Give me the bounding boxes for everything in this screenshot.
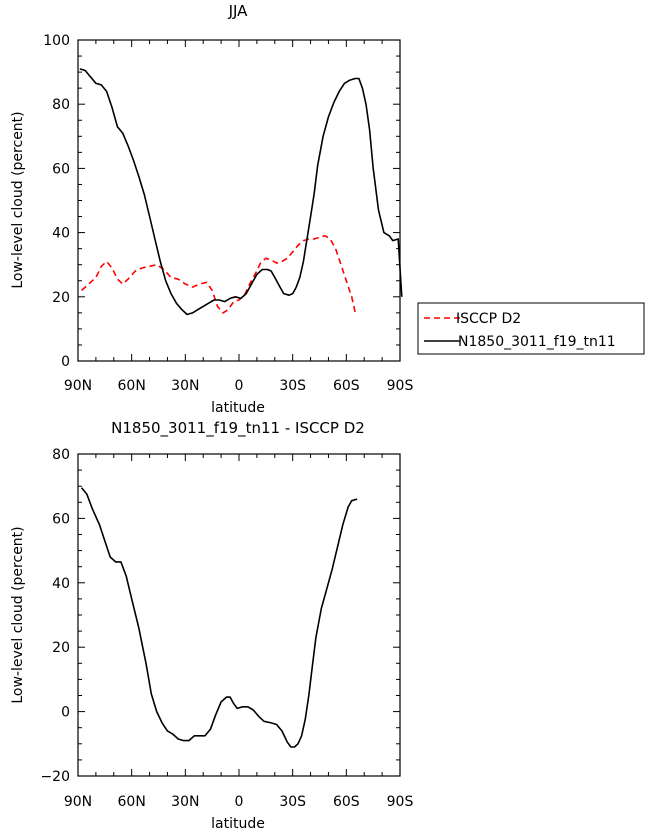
top-x-tick-label: 90S (387, 378, 414, 394)
top-y-tick-labels: 0 20 40 60 80 100 (43, 33, 400, 370)
top-y-tick-label: 60 (52, 161, 70, 177)
bottom-plot-frame (77, 453, 401, 777)
top-x-tick-label: 0 (235, 378, 244, 394)
bottom-series-line-difference (80, 487, 358, 748)
legend: ISCCP D2 N1850_3011_f19_tn11 (417, 302, 645, 355)
bottom-x-axis-label: latitude (211, 816, 265, 832)
top-y-axis-label: Low-level cloud (percent) (10, 111, 26, 288)
bottom-series-lines (80, 487, 358, 748)
bottom-x-tick-label: 90S (387, 794, 414, 810)
top-y-tick-label: 40 (52, 226, 70, 242)
top-panel: JJA 0 20 40 60 80 100 90N 60N 30N 0 30S 60S 90S lat… (10, 2, 413, 416)
bottom-chart-title: N1850_3011_f19_tn11 - ISCCP D2 (111, 419, 365, 438)
legend-label-model: N1850_3011_f19_tn11 (458, 334, 616, 350)
bottom-x-tick-label: 90N (64, 794, 92, 810)
top-x-tick-label: 60S (333, 378, 360, 394)
legend-box (417, 302, 645, 355)
top-y-tick-label: 20 (52, 290, 70, 306)
top-x-tick-label: 60N (118, 378, 146, 394)
bottom-y-axis-label: Low-level cloud (percent) (10, 526, 26, 703)
top-series-line-n1850-3011-f19-tn11 (79, 68, 403, 316)
bottom-y-tick-label: 60 (52, 511, 70, 527)
top-y-tick-label: 80 (52, 97, 70, 113)
top-y-tick-label: 100 (43, 33, 70, 49)
bottom-x-tick-label: 30N (171, 794, 199, 810)
bottom-x-tick-label: 30S (279, 794, 306, 810)
top-chart-title: JJA (228, 2, 249, 20)
top-y-tick-label: 0 (61, 354, 70, 370)
bottom-x-tick-label: 60S (333, 794, 360, 810)
bottom-x-tick-labels: 90N 60N 30N 0 30S 60S 90S (64, 454, 414, 810)
top-series-lines (79, 68, 403, 316)
bottom-x-tick-label: 60N (118, 794, 146, 810)
bottom-y-tick-label: 20 (52, 640, 70, 656)
top-x-tick-label: 30N (171, 378, 199, 394)
top-plot-frame (77, 39, 401, 362)
top-x-tick-labels: 90N 60N 30N 0 30S 60S 90S (64, 40, 414, 394)
bottom-y-tick-labels: −20 0 20 40 60 80 (40, 447, 400, 785)
bottom-panel: N1850_3011_f19_tn11 - ISCCP D2 −20 0 20 40 6… (10, 419, 413, 832)
top-x-axis-label: latitude (211, 400, 265, 416)
top-series-line-isccp-d2 (81, 235, 357, 314)
bottom-y-tick-label: 80 (52, 447, 70, 463)
top-x-tick-label: 30S (279, 378, 306, 394)
bottom-x-tick-label: 0 (235, 794, 244, 810)
bottom-y-tick-label: 0 (61, 705, 70, 721)
bottom-y-tick-label: −20 (40, 769, 70, 785)
bottom-y-tick-label: 40 (52, 576, 70, 592)
top-x-tick-label: 90N (64, 378, 92, 394)
legend-label-isccp: ISCCP D2 (456, 311, 521, 327)
